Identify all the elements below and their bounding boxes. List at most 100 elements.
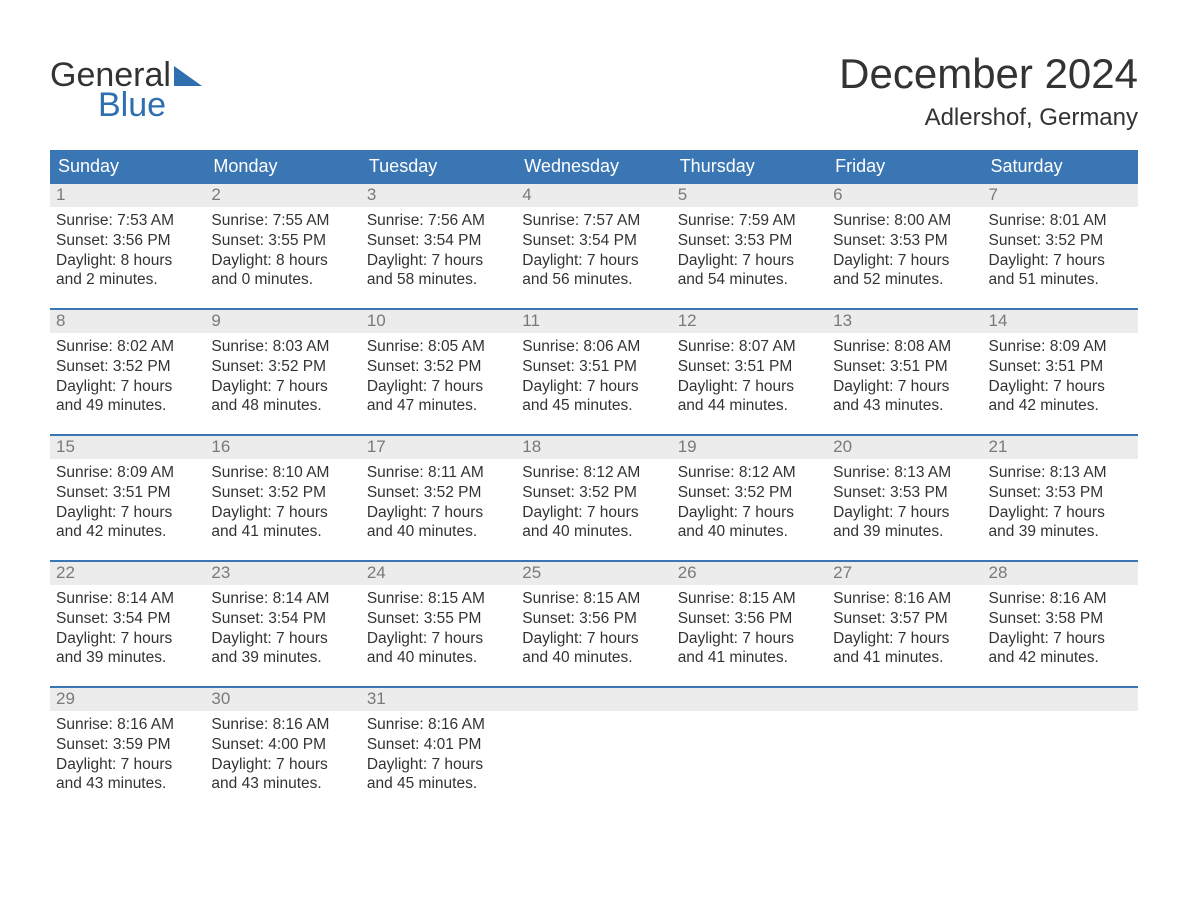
- day-sunrise: Sunrise: 8:12 AM: [522, 463, 665, 483]
- day-day2: and 48 minutes.: [211, 396, 354, 416]
- calendar-day: 17Sunrise: 8:11 AMSunset: 3:52 PMDayligh…: [361, 436, 516, 560]
- day-number: [672, 688, 827, 711]
- day-day1: Daylight: 7 hours: [211, 377, 354, 397]
- day-day2: and 47 minutes.: [367, 396, 510, 416]
- day-number: 13: [827, 310, 982, 333]
- day-number: 30: [205, 688, 360, 711]
- day-number: 1: [50, 184, 205, 207]
- day-day2: and 43 minutes.: [211, 774, 354, 794]
- day-number: 28: [983, 562, 1138, 585]
- day-sunrise: Sunrise: 8:09 AM: [989, 337, 1132, 357]
- day-day1: Daylight: 7 hours: [522, 503, 665, 523]
- day-day2: and 39 minutes.: [989, 522, 1132, 542]
- day-sunrise: Sunrise: 8:15 AM: [367, 589, 510, 609]
- calendar-day: 23Sunrise: 8:14 AMSunset: 3:54 PMDayligh…: [205, 562, 360, 686]
- weekday-header: Thursday: [672, 150, 827, 184]
- day-details: Sunrise: 8:05 AMSunset: 3:52 PMDaylight:…: [361, 333, 516, 416]
- day-details: Sunrise: 8:15 AMSunset: 3:55 PMDaylight:…: [361, 585, 516, 668]
- day-sunrise: Sunrise: 8:10 AM: [211, 463, 354, 483]
- day-number: 12: [672, 310, 827, 333]
- day-details: Sunrise: 8:16 AMSunset: 3:57 PMDaylight:…: [827, 585, 982, 668]
- day-details: Sunrise: 8:12 AMSunset: 3:52 PMDaylight:…: [516, 459, 671, 542]
- day-day2: and 44 minutes.: [678, 396, 821, 416]
- day-details: Sunrise: 8:14 AMSunset: 3:54 PMDaylight:…: [205, 585, 360, 668]
- day-day2: and 42 minutes.: [56, 522, 199, 542]
- day-sunset: Sunset: 3:51 PM: [522, 357, 665, 377]
- day-day1: Daylight: 7 hours: [367, 629, 510, 649]
- day-day1: Daylight: 8 hours: [56, 251, 199, 271]
- day-day2: and 2 minutes.: [56, 270, 199, 290]
- day-day2: and 42 minutes.: [989, 648, 1132, 668]
- title-block: December 2024 Adlershof, Germany: [839, 50, 1138, 132]
- day-number: 5: [672, 184, 827, 207]
- day-sunset: Sunset: 3:51 PM: [678, 357, 821, 377]
- day-sunset: Sunset: 3:52 PM: [56, 357, 199, 377]
- day-day2: and 43 minutes.: [833, 396, 976, 416]
- day-details: Sunrise: 7:56 AMSunset: 3:54 PMDaylight:…: [361, 207, 516, 290]
- calendar-day: [672, 688, 827, 812]
- day-details: Sunrise: 8:08 AMSunset: 3:51 PMDaylight:…: [827, 333, 982, 416]
- day-sunrise: Sunrise: 8:03 AM: [211, 337, 354, 357]
- day-sunset: Sunset: 3:57 PM: [833, 609, 976, 629]
- day-sunset: Sunset: 4:01 PM: [367, 735, 510, 755]
- day-number: 31: [361, 688, 516, 711]
- day-number: 2: [205, 184, 360, 207]
- day-sunrise: Sunrise: 8:00 AM: [833, 211, 976, 231]
- day-sunrise: Sunrise: 8:02 AM: [56, 337, 199, 357]
- day-day2: and 45 minutes.: [522, 396, 665, 416]
- calendar-day: 16Sunrise: 8:10 AMSunset: 3:52 PMDayligh…: [205, 436, 360, 560]
- day-sunset: Sunset: 3:56 PM: [522, 609, 665, 629]
- day-day2: and 40 minutes.: [522, 522, 665, 542]
- day-number: 14: [983, 310, 1138, 333]
- day-day1: Daylight: 7 hours: [56, 629, 199, 649]
- day-day1: Daylight: 7 hours: [367, 755, 510, 775]
- day-number: 24: [361, 562, 516, 585]
- day-day1: Daylight: 7 hours: [522, 629, 665, 649]
- day-sunrise: Sunrise: 8:06 AM: [522, 337, 665, 357]
- day-day1: Daylight: 7 hours: [833, 251, 976, 271]
- calendar-day: 12Sunrise: 8:07 AMSunset: 3:51 PMDayligh…: [672, 310, 827, 434]
- page-title: December 2024: [839, 50, 1138, 98]
- day-sunrise: Sunrise: 8:14 AM: [211, 589, 354, 609]
- day-day2: and 51 minutes.: [989, 270, 1132, 290]
- weekday-header: Tuesday: [361, 150, 516, 184]
- day-sunrise: Sunrise: 7:56 AM: [367, 211, 510, 231]
- logo-text-bottom: Blue: [98, 86, 202, 125]
- day-number: 8: [50, 310, 205, 333]
- calendar-day: 18Sunrise: 8:12 AMSunset: 3:52 PMDayligh…: [516, 436, 671, 560]
- calendar-week: 22Sunrise: 8:14 AMSunset: 3:54 PMDayligh…: [50, 560, 1138, 686]
- day-sunset: Sunset: 3:52 PM: [678, 483, 821, 503]
- day-day1: Daylight: 7 hours: [367, 377, 510, 397]
- day-number: [983, 688, 1138, 711]
- day-details: Sunrise: 8:07 AMSunset: 3:51 PMDaylight:…: [672, 333, 827, 416]
- day-sunset: Sunset: 3:59 PM: [56, 735, 199, 755]
- day-number: 22: [50, 562, 205, 585]
- calendar-day: 9Sunrise: 8:03 AMSunset: 3:52 PMDaylight…: [205, 310, 360, 434]
- day-day1: Daylight: 7 hours: [989, 377, 1132, 397]
- day-day1: Daylight: 7 hours: [522, 251, 665, 271]
- calendar-day: 7Sunrise: 8:01 AMSunset: 3:52 PMDaylight…: [983, 184, 1138, 308]
- day-sunset: Sunset: 3:52 PM: [211, 483, 354, 503]
- calendar-week: 15Sunrise: 8:09 AMSunset: 3:51 PMDayligh…: [50, 434, 1138, 560]
- calendar-week: 29Sunrise: 8:16 AMSunset: 3:59 PMDayligh…: [50, 686, 1138, 812]
- day-sunset: Sunset: 3:54 PM: [56, 609, 199, 629]
- calendar-day: 15Sunrise: 8:09 AMSunset: 3:51 PMDayligh…: [50, 436, 205, 560]
- logo: General Blue: [50, 58, 202, 125]
- day-number: [827, 688, 982, 711]
- day-details: Sunrise: 8:06 AMSunset: 3:51 PMDaylight:…: [516, 333, 671, 416]
- day-sunset: Sunset: 3:51 PM: [833, 357, 976, 377]
- day-day1: Daylight: 7 hours: [56, 503, 199, 523]
- day-details: Sunrise: 8:00 AMSunset: 3:53 PMDaylight:…: [827, 207, 982, 290]
- day-day1: Daylight: 7 hours: [989, 251, 1132, 271]
- day-number: 3: [361, 184, 516, 207]
- day-sunset: Sunset: 3:54 PM: [211, 609, 354, 629]
- day-day2: and 40 minutes.: [678, 522, 821, 542]
- calendar-day: [516, 688, 671, 812]
- day-sunset: Sunset: 3:53 PM: [833, 483, 976, 503]
- calendar-week: 1Sunrise: 7:53 AMSunset: 3:56 PMDaylight…: [50, 184, 1138, 308]
- day-day1: Daylight: 7 hours: [56, 755, 199, 775]
- day-sunrise: Sunrise: 8:01 AM: [989, 211, 1132, 231]
- day-day1: Daylight: 8 hours: [211, 251, 354, 271]
- day-details: Sunrise: 8:13 AMSunset: 3:53 PMDaylight:…: [983, 459, 1138, 542]
- calendar-day: 29Sunrise: 8:16 AMSunset: 3:59 PMDayligh…: [50, 688, 205, 812]
